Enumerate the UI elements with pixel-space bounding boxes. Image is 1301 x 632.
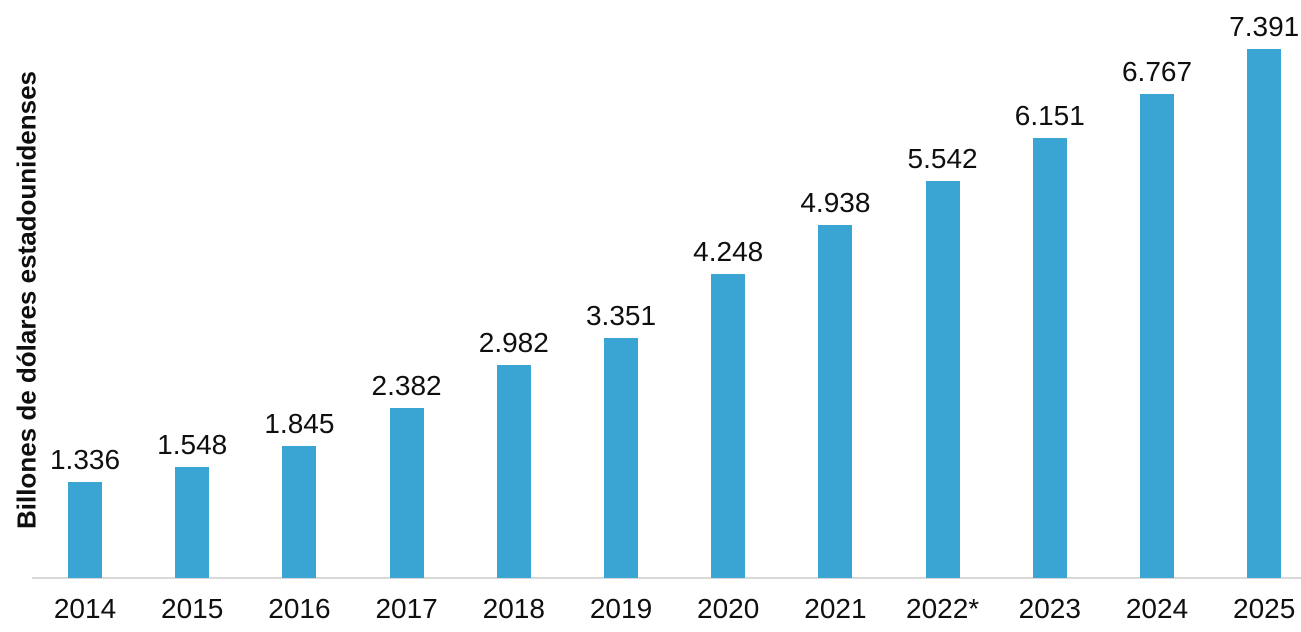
bar-value-label: 1.336 xyxy=(49,443,121,475)
bar-value-label: 2.382 xyxy=(371,369,442,401)
bar-value-label: 4.248 xyxy=(693,235,764,267)
x-tick-label: 2017 xyxy=(375,593,438,624)
x-tick-label: 2024 xyxy=(1125,593,1189,624)
x-tick-label: 2025 xyxy=(1233,593,1296,624)
bar-value-label: 5.542 xyxy=(907,142,978,174)
bar xyxy=(925,181,960,578)
bar xyxy=(1032,138,1067,578)
bar-value-label: 2.982 xyxy=(478,326,549,358)
bar-value-label: 6.151 xyxy=(1014,99,1085,131)
bar xyxy=(711,274,746,578)
bar xyxy=(1247,49,1282,578)
bar xyxy=(282,446,317,578)
x-tick-label: 2022* xyxy=(906,593,980,624)
x-tick-label: 2021 xyxy=(804,593,867,624)
bar-value-label: 7.391 xyxy=(1229,10,1300,42)
x-tick-label: 2014 xyxy=(53,593,117,624)
x-tick-label: 2015 xyxy=(161,593,224,624)
bar-value-label: 4.938 xyxy=(800,186,871,218)
x-tick-label: 2016 xyxy=(268,593,331,624)
bar xyxy=(175,467,210,578)
bar xyxy=(818,225,853,578)
x-axis-line xyxy=(32,577,1301,579)
bar xyxy=(604,338,638,578)
y-axis-label: Billones de dólares estadounidenses xyxy=(11,70,42,530)
x-tick-label: 2023 xyxy=(1018,593,1081,624)
bar xyxy=(389,408,424,578)
bar xyxy=(496,365,531,578)
bar-value-label: 1.548 xyxy=(157,428,228,460)
x-tick-label: 2018 xyxy=(482,593,545,624)
bar xyxy=(68,482,102,578)
bar-value-label: 3.351 xyxy=(585,299,657,331)
bar xyxy=(1140,94,1174,578)
bar-value-label: 1.845 xyxy=(264,407,335,439)
x-tick-label: 2020 xyxy=(697,593,760,624)
bar-value-label: 6.767 xyxy=(1121,55,1193,87)
x-tick-label: 2019 xyxy=(589,593,653,624)
